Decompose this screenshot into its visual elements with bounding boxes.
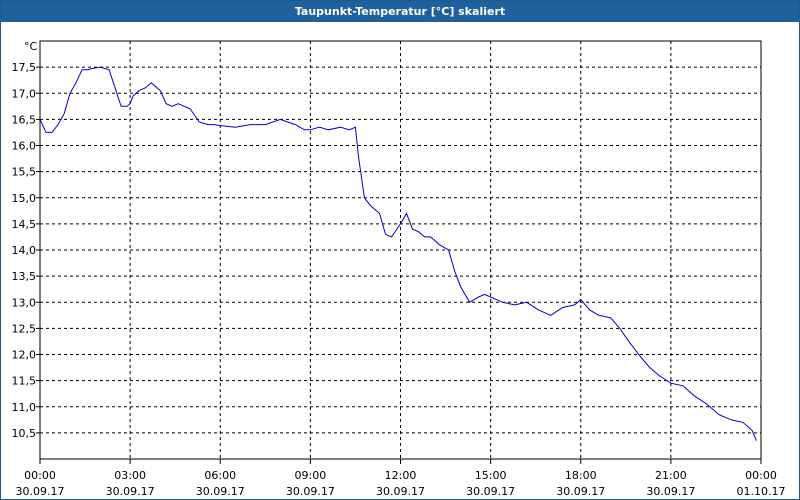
y-tick-label: 15,0 bbox=[12, 192, 37, 205]
x-tick-date: 30.09.17 bbox=[376, 485, 425, 498]
y-tick-label: 14,0 bbox=[12, 244, 37, 257]
y-tick-label: 16,5 bbox=[12, 113, 37, 126]
y-tick-label: 17,5 bbox=[12, 61, 37, 74]
y-axis: 10,5 11,0 11,5 12,0 12,5 13,0 13,5 14,0 14,5 15,0… bbox=[12, 61, 40, 440]
y-tick-label: 13,5 bbox=[12, 270, 37, 283]
x-tick-time: 00:00 bbox=[24, 469, 56, 482]
x-tick-date: 30.09.17 bbox=[196, 485, 245, 498]
dewpoint-series-line bbox=[39, 66, 757, 441]
y-tick-label: 11,5 bbox=[12, 375, 37, 388]
grid-lines bbox=[40, 41, 761, 459]
y-tick-label: 10,5 bbox=[12, 427, 37, 440]
x-tick-time: 18:00 bbox=[565, 469, 597, 482]
y-tick-label: 12,5 bbox=[12, 322, 37, 335]
x-tick-time: 09:00 bbox=[295, 469, 327, 482]
window-title: Taupunkt-Temperatur [°C] skaliert bbox=[1, 1, 799, 22]
x-tick-time: 12:00 bbox=[385, 469, 417, 482]
y-tick-label: 14,5 bbox=[12, 218, 37, 231]
x-tick-time: 06:00 bbox=[204, 469, 236, 482]
x-tick-time: 00:00 bbox=[745, 469, 777, 482]
x-tick-date: 30.09.17 bbox=[16, 485, 65, 498]
x-tick-time: 15:00 bbox=[475, 469, 507, 482]
x-tick-date: 30.09.17 bbox=[646, 485, 695, 498]
x-tick-date: 30.09.17 bbox=[556, 485, 605, 498]
x-axis: 00:00 30.09.17 03:00 30.09.17 06:00 30.09.17 0… bbox=[16, 459, 786, 498]
y-tick-label: 15,5 bbox=[12, 166, 37, 179]
y-tick-label: 11,0 bbox=[12, 401, 37, 414]
x-tick-date: 01.10.17 bbox=[737, 485, 786, 498]
y-tick-label: 17,0 bbox=[12, 87, 37, 100]
y-tick-label: 13,0 bbox=[12, 296, 37, 309]
x-tick-time: 21:00 bbox=[655, 469, 687, 482]
x-tick-date: 30.09.17 bbox=[286, 485, 335, 498]
x-tick-time: 03:00 bbox=[114, 469, 146, 482]
y-tick-label: 12,0 bbox=[12, 349, 37, 362]
x-tick-date: 30.09.17 bbox=[106, 485, 155, 498]
y-tick-label: 16,0 bbox=[12, 140, 37, 153]
y-unit-label: °C bbox=[24, 40, 38, 53]
x-tick-date: 30.09.17 bbox=[466, 485, 515, 498]
